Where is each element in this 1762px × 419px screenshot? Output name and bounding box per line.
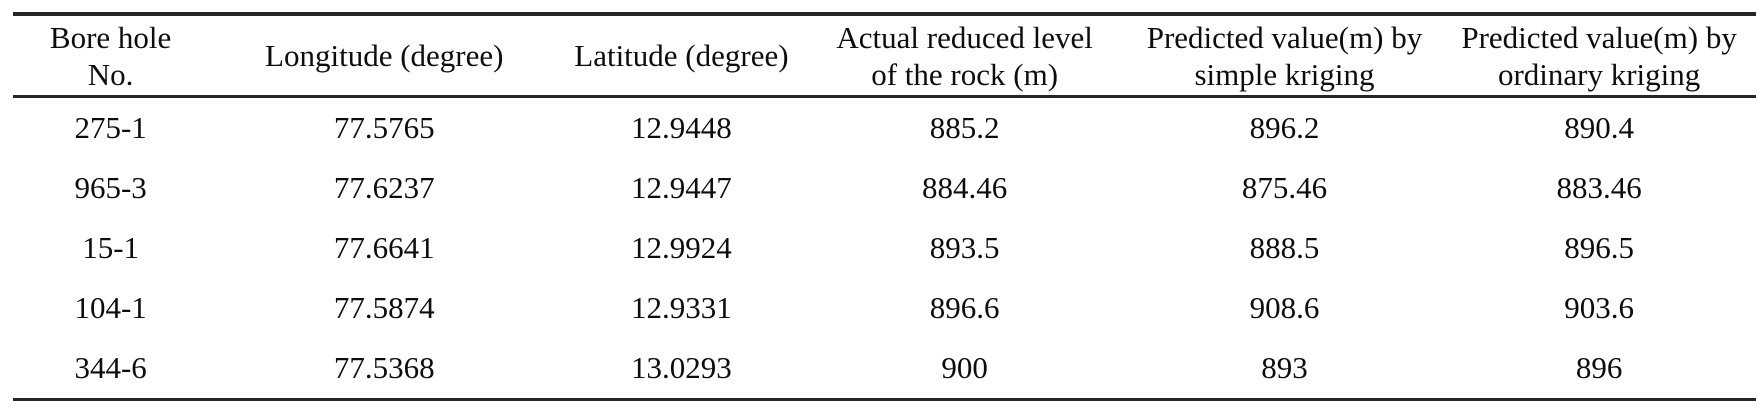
cell-longitude: 77.5874 <box>333 290 435 325</box>
cell-ordinary-kriging: 896 <box>1575 350 1623 385</box>
table-row: 104-1 77.5874 12.9331 896.6 908.6 903.6 <box>13 278 1756 338</box>
cell-simple-kriging: 893 <box>1261 350 1308 385</box>
cell-longitude: 77.6641 <box>333 230 435 265</box>
cell-ordinary-kriging: 890.4 <box>1564 110 1634 145</box>
cell-ordinary-kriging: 903.6 <box>1564 290 1634 325</box>
cell-actual-level: 884.46 <box>922 170 1008 205</box>
cell-borehole-no: 275-1 <box>74 110 147 145</box>
column-header-latitude: Latitude (degree) <box>560 14 803 98</box>
cell-borehole-no: 965-3 <box>74 170 147 205</box>
cell-borehole-no: 104-1 <box>74 290 147 325</box>
table-header: Bore hole No. Longitude (degree) Latitud… <box>13 14 1756 98</box>
column-header-borehole-no: Bore hole No. <box>13 14 209 98</box>
kriging-comparison-table: Bore hole No. Longitude (degree) Latitud… <box>13 12 1756 401</box>
column-header-actual-level: Actual reduced level of the rock (m) <box>802 14 1127 98</box>
cell-simple-kriging: 908.6 <box>1249 290 1320 325</box>
cell-actual-level: 900 <box>941 350 988 385</box>
table-row: 15-1 77.6641 12.9924 893.5 888.5 896.5 <box>13 218 1756 278</box>
cell-longitude: 77.6237 <box>333 170 435 205</box>
cell-actual-level: 896.6 <box>929 290 1000 325</box>
paper-table-container: Bore hole No. Longitude (degree) Latitud… <box>13 12 1756 401</box>
header-row: Bore hole No. Longitude (degree) Latitud… <box>13 14 1756 98</box>
column-header-simple-kriging: Predicted value(m) by simple kriging <box>1126 14 1443 98</box>
cell-borehole-no: 15-1 <box>82 230 140 265</box>
cell-latitude: 13.0293 <box>631 350 732 385</box>
cell-latitude: 12.9448 <box>631 110 732 145</box>
cell-actual-level: 893.5 <box>929 230 1000 265</box>
cell-latitude: 12.9331 <box>631 290 732 325</box>
cell-borehole-no: 344-6 <box>74 350 147 385</box>
cell-longitude: 77.5765 <box>333 110 435 145</box>
cell-ordinary-kriging: 883.46 <box>1556 170 1642 205</box>
column-header-ordinary-kriging: Predicted value(m) by ordinary kriging <box>1442 14 1756 98</box>
cell-latitude: 12.9924 <box>631 230 732 265</box>
cell-ordinary-kriging: 896.5 <box>1564 230 1634 265</box>
cell-latitude: 12.9447 <box>631 170 732 205</box>
table-row: 965-3 77.6237 12.9447 884.46 875.46 883.… <box>13 158 1756 218</box>
column-header-longitude: Longitude (degree) <box>208 14 561 98</box>
cell-simple-kriging: 875.46 <box>1241 170 1328 205</box>
table-row: 344-6 77.5368 13.0293 900 893 896 <box>13 338 1756 400</box>
cell-actual-level: 885.2 <box>929 110 1000 145</box>
cell-simple-kriging: 888.5 <box>1249 230 1320 265</box>
cell-longitude: 77.5368 <box>333 350 435 385</box>
table-row: 275-1 77.5765 12.9448 885.2 896.2 890.4 <box>13 97 1756 159</box>
table-body: 275-1 77.5765 12.9448 885.2 896.2 890.4 … <box>13 97 1756 400</box>
cell-simple-kriging: 896.2 <box>1249 110 1320 145</box>
